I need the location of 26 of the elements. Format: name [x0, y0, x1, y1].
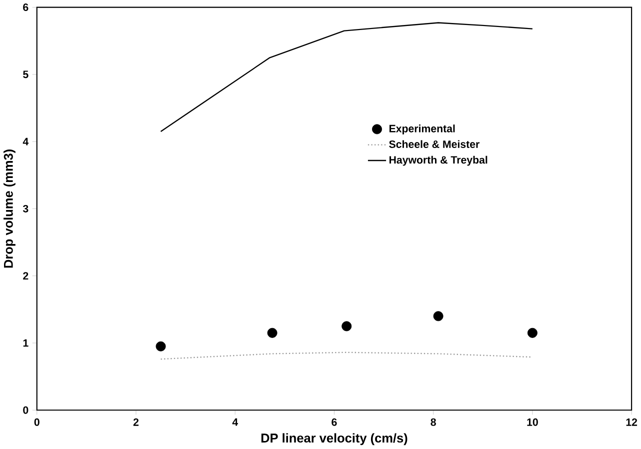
line-series: [160, 352, 534, 360]
x-tick-label: 8: [430, 418, 436, 426]
legend-label: Hayworth & Treybal: [389, 156, 488, 166]
y-tick-label: 3: [22, 205, 28, 213]
y-axis-title: Drop volume (mm3): [4, 150, 16, 268]
line-series: [160, 22, 534, 132]
x-tick-label: 4: [232, 418, 238, 426]
legend-label: Experimental: [389, 124, 455, 135]
y-tick-label: 5: [23, 70, 28, 78]
point: [267, 328, 278, 338]
x-tick-label: 0: [34, 418, 40, 426]
y-tick-label: 6: [23, 4, 28, 12]
point: [156, 342, 166, 352]
y-tick-label: 2: [23, 272, 28, 280]
x-tick-label: 12: [626, 418, 638, 426]
point: [342, 321, 352, 332]
y-tick-label: 1: [23, 340, 28, 347]
x-tick-label: 6: [332, 418, 337, 426]
x-tick-label: 10: [527, 418, 538, 426]
y-tick-label: 4: [22, 138, 29, 146]
point: [433, 311, 444, 322]
x-axis-title: DP linear velocity (cm/s): [261, 433, 408, 446]
x-tick-label: 2: [133, 418, 139, 426]
legend-label: Scheele & Meister: [389, 140, 480, 148]
y-tick-label: 0: [23, 406, 28, 414]
point: [527, 328, 538, 338]
